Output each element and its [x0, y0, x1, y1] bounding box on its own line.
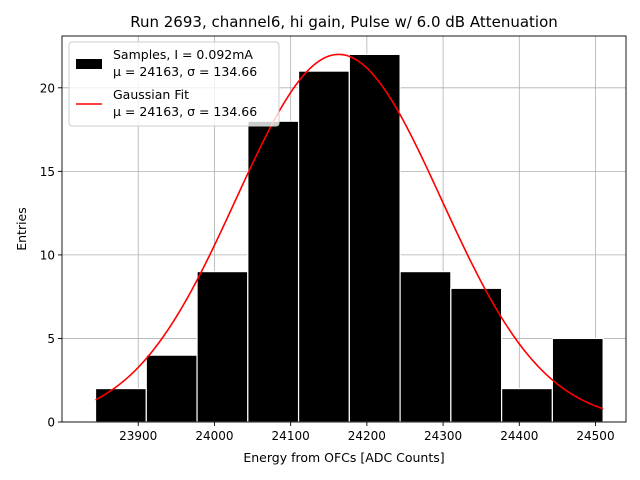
histogram-bar: [94, 387, 147, 423]
x-axis-label: Energy from OFCs [ADC Counts]: [243, 450, 444, 465]
histogram-bar: [551, 337, 604, 423]
x-axis-ticks: 23900 24000 24100 24200 24300 24400 24500: [119, 422, 615, 443]
x-tick-label: 24200: [348, 429, 386, 443]
legend-fit-line1: Gaussian Fit: [113, 87, 189, 102]
legend: Samples, I = 0.092mA μ = 24163, σ = 134.…: [68, 41, 280, 127]
x-tick-label: 24100: [272, 429, 310, 443]
x-tick-label: 24400: [500, 429, 538, 443]
x-tick-label: 24300: [424, 429, 462, 443]
histogram-bar: [196, 271, 249, 423]
y-axis-ticks: 0 5 10 15 20: [40, 81, 62, 430]
chart-title: Run 2693, channel6, hi gain, Pulse w/ 6.…: [130, 13, 558, 31]
histogram-bar: [348, 53, 401, 423]
histogram-bar: [145, 354, 198, 423]
histogram-bar: [450, 287, 503, 423]
x-tick-label: 23900: [119, 429, 157, 443]
y-tick-label: 5: [47, 332, 55, 346]
legend-samples-line2: μ = 24163, σ = 134.66: [113, 64, 257, 79]
y-tick-label: 15: [40, 165, 55, 179]
y-tick-label: 10: [40, 248, 55, 262]
histogram-bars: [94, 53, 604, 423]
gaussian-fit-curve: [95, 53, 604, 410]
legend-swatch-samples: [76, 59, 102, 69]
axes-frame: [61, 35, 627, 423]
histogram-bar: [247, 120, 300, 423]
histogram-bar: [297, 70, 350, 423]
y-axis-label: Entries: [14, 207, 29, 251]
y-tick-label: 20: [40, 81, 55, 95]
legend-fit-line2: μ = 24163, σ = 134.66: [113, 104, 257, 119]
histogram-bar: [399, 271, 452, 423]
y-tick-label: 0: [47, 416, 55, 430]
x-tick-label: 24000: [195, 429, 233, 443]
histogram-bar: [501, 387, 553, 423]
legend-samples-line1: Samples, I = 0.092mA: [113, 47, 253, 62]
legend-box: [68, 41, 280, 127]
x-tick-label: 24500: [576, 429, 614, 443]
